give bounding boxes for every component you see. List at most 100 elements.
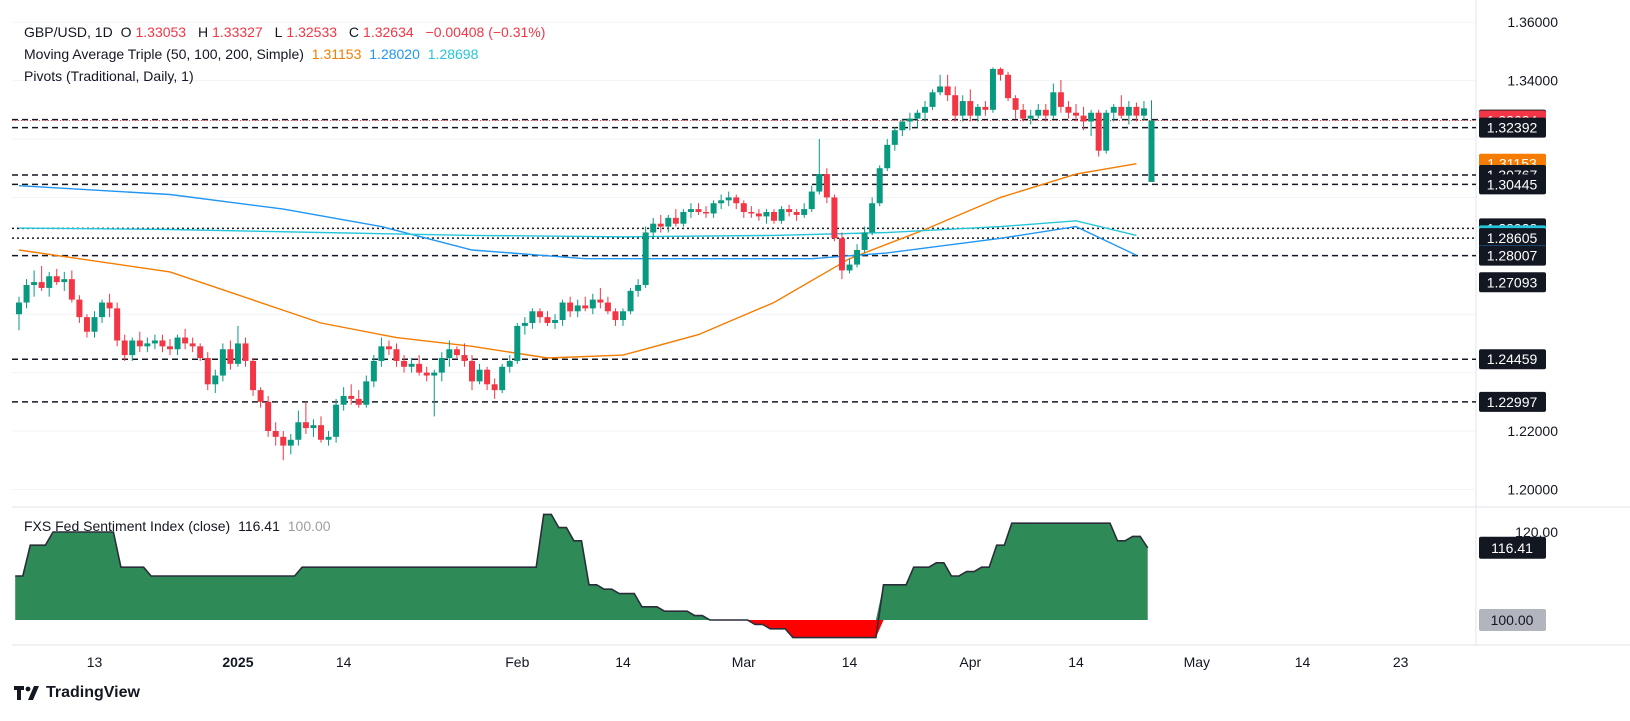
sentiment-area-positive — [15, 514, 1148, 620]
open-value: 1.33053 — [135, 24, 187, 40]
candle-body — [967, 101, 974, 116]
candle-body — [408, 363, 415, 367]
candle-body — [922, 106, 928, 113]
candle-body — [838, 238, 845, 271]
change-value: −0.00408 (−0.31%) — [425, 24, 546, 40]
candle-body — [1005, 74, 1012, 99]
candle-body — [250, 360, 257, 391]
low-value: 1.32533 — [286, 24, 338, 40]
candle-body — [650, 223, 657, 233]
candle-body — [280, 436, 287, 446]
candle-body — [61, 279, 68, 283]
candle-body — [952, 95, 959, 116]
sentiment-tick-label: 120.00 — [1515, 524, 1558, 540]
candle-body — [121, 340, 128, 356]
candle-body — [16, 302, 22, 315]
candle-body — [476, 369, 483, 382]
time-tick-label: 14 — [1068, 654, 1084, 670]
candle-body — [197, 346, 204, 359]
candle-body — [431, 372, 438, 376]
candle-body — [740, 203, 747, 213]
candle-body — [265, 401, 272, 432]
legend-pivots: Pivots (Traditional, Daily, 1) — [24, 68, 198, 84]
candle-body — [1125, 106, 1132, 116]
candle-body — [1140, 108, 1147, 116]
candle-body — [416, 363, 423, 373]
high-value: 1.33327 — [212, 24, 263, 40]
candle-body — [469, 360, 475, 382]
sentiment-last-box — [1479, 536, 1546, 559]
candle-body — [604, 302, 611, 312]
legend-ma: Moving Average Triple (50, 100, 200, Sim… — [24, 46, 482, 62]
ma50-value: 1.31153 — [311, 46, 362, 62]
candle-body — [76, 299, 83, 318]
candle-body — [944, 86, 951, 96]
candle-body — [703, 212, 710, 214]
candle-body — [46, 276, 53, 288]
candle-body — [982, 106, 989, 110]
open-label: O — [120, 24, 132, 40]
time-tick-label: 23 — [1393, 654, 1409, 670]
candle-body — [129, 340, 136, 356]
price-label-text: 1.28605 — [1487, 230, 1538, 246]
candle-body — [295, 422, 302, 440]
candle-body — [695, 209, 702, 213]
candle-body — [106, 302, 113, 309]
candle-body — [219, 349, 226, 376]
candle-body — [1050, 92, 1057, 116]
candle-body — [370, 360, 377, 382]
time-tick-label: 2025 — [222, 654, 253, 670]
candle-body — [310, 425, 317, 429]
candle-body — [755, 213, 762, 217]
price-label-text: 1.24459 — [1487, 351, 1538, 367]
candle-body — [748, 212, 755, 214]
candle-body — [544, 317, 551, 323]
candle-body — [627, 290, 634, 312]
candle-body — [1118, 106, 1125, 116]
price-label-box — [1479, 174, 1546, 195]
candle-body — [816, 174, 823, 192]
sentiment-last-text: 116.41 — [1491, 540, 1533, 556]
candle-body — [499, 366, 506, 391]
candle-body — [385, 346, 392, 350]
candle-body — [242, 343, 249, 361]
price-label-text: 1.32392 — [1487, 120, 1538, 136]
candle-body — [891, 130, 898, 145]
candle-body — [363, 381, 370, 405]
candle-body — [1012, 98, 1019, 110]
candle-body — [1057, 92, 1064, 107]
legend-symbol: GBP/USD, 1D O 1.33053 H 1.33327 L 1.32533 C… — [24, 24, 549, 40]
sentiment-baseline-box — [1479, 609, 1546, 631]
candle-body — [31, 282, 38, 286]
candle-body — [612, 311, 619, 321]
candle-body — [114, 308, 121, 341]
tradingview-logo-icon — [14, 686, 39, 700]
legend-high: H 1.33327 — [198, 24, 267, 40]
candle-body — [778, 209, 785, 221]
candle-body — [257, 390, 264, 402]
ma200-value: 1.28698 — [427, 46, 479, 62]
legend-close: C 1.32634 — [349, 24, 418, 40]
price-label-box — [1479, 228, 1546, 249]
candle-body — [1148, 120, 1155, 182]
candle-body — [710, 203, 717, 214]
candle-body — [182, 337, 189, 344]
legend-open: O 1.33053 — [121, 24, 191, 40]
candle-body — [1020, 109, 1027, 119]
candle-body — [1042, 109, 1049, 116]
candle-body — [272, 431, 279, 437]
price-tick-label: 1.22000 — [1507, 423, 1558, 439]
candle-body — [287, 439, 294, 446]
candle-body — [506, 360, 513, 367]
candle-body — [1088, 112, 1095, 122]
candle-body — [144, 343, 151, 347]
candle-body — [38, 282, 45, 288]
tradingview-brand[interactable]: TradingView — [14, 684, 140, 702]
candle-body — [597, 299, 604, 303]
candle-body — [635, 285, 642, 291]
candle-body — [234, 343, 241, 364]
time-tick-label: 14 — [336, 654, 352, 670]
pivots-title: Pivots (Traditional, Daily, 1) — [24, 68, 194, 84]
candle-body — [1103, 112, 1110, 151]
candle-body — [854, 249, 861, 265]
